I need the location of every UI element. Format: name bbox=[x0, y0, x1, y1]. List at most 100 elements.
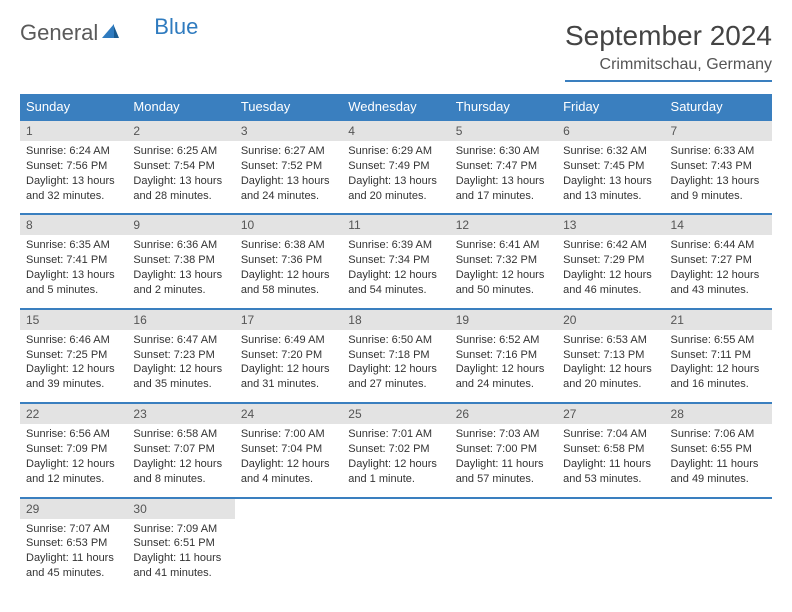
sunrise-text: Sunrise: 6:49 AM bbox=[241, 333, 336, 348]
day-cell: 10Sunrise: 6:38 AMSunset: 7:36 PMDayligh… bbox=[235, 214, 342, 308]
sunset-text: Sunset: 7:18 PM bbox=[348, 348, 443, 363]
sunrise-text: Sunrise: 6:36 AM bbox=[133, 238, 228, 253]
brand-part2: Blue bbox=[154, 14, 198, 40]
day-number: 19 bbox=[450, 310, 557, 330]
day-body bbox=[665, 505, 772, 576]
dow-wednesday: Wednesday bbox=[342, 94, 449, 120]
sunset-text: Sunset: 7:20 PM bbox=[241, 348, 336, 363]
daylight-text: Daylight: 13 hours and 17 minutes. bbox=[456, 174, 551, 204]
day-number: 18 bbox=[342, 310, 449, 330]
sunset-text: Sunset: 7:16 PM bbox=[456, 348, 551, 363]
day-body: Sunrise: 6:27 AMSunset: 7:52 PMDaylight:… bbox=[235, 141, 342, 213]
daylight-text: Daylight: 12 hours and 46 minutes. bbox=[563, 268, 658, 298]
day-cell: 21Sunrise: 6:55 AMSunset: 7:11 PMDayligh… bbox=[665, 309, 772, 403]
sunset-text: Sunset: 7:52 PM bbox=[241, 159, 336, 174]
day-cell: 5Sunrise: 6:30 AMSunset: 7:47 PMDaylight… bbox=[450, 120, 557, 214]
daylight-text: Daylight: 12 hours and 1 minute. bbox=[348, 457, 443, 487]
day-number: 15 bbox=[20, 310, 127, 330]
day-number: 1 bbox=[20, 121, 127, 141]
sunset-text: Sunset: 7:00 PM bbox=[456, 442, 551, 457]
page-title: September 2024 bbox=[565, 20, 772, 52]
day-body: Sunrise: 6:52 AMSunset: 7:16 PMDaylight:… bbox=[450, 330, 557, 402]
sunset-text: Sunset: 7:32 PM bbox=[456, 253, 551, 268]
day-body: Sunrise: 6:41 AMSunset: 7:32 PMDaylight:… bbox=[450, 235, 557, 307]
day-cell: 18Sunrise: 6:50 AMSunset: 7:18 PMDayligh… bbox=[342, 309, 449, 403]
day-cell: 20Sunrise: 6:53 AMSunset: 7:13 PMDayligh… bbox=[557, 309, 664, 403]
sunset-text: Sunset: 7:04 PM bbox=[241, 442, 336, 457]
day-cell bbox=[235, 498, 342, 591]
day-body: Sunrise: 6:36 AMSunset: 7:38 PMDaylight:… bbox=[127, 235, 234, 307]
day-number: 27 bbox=[557, 404, 664, 424]
day-cell: 2Sunrise: 6:25 AMSunset: 7:54 PMDaylight… bbox=[127, 120, 234, 214]
sunrise-text: Sunrise: 7:01 AM bbox=[348, 427, 443, 442]
daylight-text: Daylight: 12 hours and 35 minutes. bbox=[133, 362, 228, 392]
day-number: 28 bbox=[665, 404, 772, 424]
day-body: Sunrise: 7:09 AMSunset: 6:51 PMDaylight:… bbox=[127, 519, 234, 591]
sunrise-text: Sunrise: 6:24 AM bbox=[26, 144, 121, 159]
day-cell: 25Sunrise: 7:01 AMSunset: 7:02 PMDayligh… bbox=[342, 403, 449, 497]
day-cell: 1Sunrise: 6:24 AMSunset: 7:56 PMDaylight… bbox=[20, 120, 127, 214]
day-cell: 23Sunrise: 6:58 AMSunset: 7:07 PMDayligh… bbox=[127, 403, 234, 497]
daylight-text: Daylight: 12 hours and 12 minutes. bbox=[26, 457, 121, 487]
day-number: 2 bbox=[127, 121, 234, 141]
day-cell bbox=[450, 498, 557, 591]
daylight-text: Daylight: 12 hours and 16 minutes. bbox=[671, 362, 766, 392]
sunset-text: Sunset: 6:58 PM bbox=[563, 442, 658, 457]
dow-saturday: Saturday bbox=[665, 94, 772, 120]
day-cell: 17Sunrise: 6:49 AMSunset: 7:20 PMDayligh… bbox=[235, 309, 342, 403]
day-number: 12 bbox=[450, 215, 557, 235]
day-body: Sunrise: 6:46 AMSunset: 7:25 PMDaylight:… bbox=[20, 330, 127, 402]
daylight-text: Daylight: 12 hours and 20 minutes. bbox=[563, 362, 658, 392]
sunset-text: Sunset: 7:07 PM bbox=[133, 442, 228, 457]
day-number: 13 bbox=[557, 215, 664, 235]
daylight-text: Daylight: 11 hours and 41 minutes. bbox=[133, 551, 228, 581]
day-number: 22 bbox=[20, 404, 127, 424]
day-cell: 22Sunrise: 6:56 AMSunset: 7:09 PMDayligh… bbox=[20, 403, 127, 497]
day-body: Sunrise: 6:30 AMSunset: 7:47 PMDaylight:… bbox=[450, 141, 557, 213]
day-number: 24 bbox=[235, 404, 342, 424]
week-row: 22Sunrise: 6:56 AMSunset: 7:09 PMDayligh… bbox=[20, 403, 772, 497]
day-body: Sunrise: 6:38 AMSunset: 7:36 PMDaylight:… bbox=[235, 235, 342, 307]
calendar-table: Sunday Monday Tuesday Wednesday Thursday… bbox=[20, 94, 772, 591]
day-cell: 15Sunrise: 6:46 AMSunset: 7:25 PMDayligh… bbox=[20, 309, 127, 403]
brand-part1: General bbox=[20, 20, 98, 46]
sunset-text: Sunset: 7:56 PM bbox=[26, 159, 121, 174]
day-body: Sunrise: 6:29 AMSunset: 7:49 PMDaylight:… bbox=[342, 141, 449, 213]
day-body: Sunrise: 7:04 AMSunset: 6:58 PMDaylight:… bbox=[557, 424, 664, 496]
sunrise-text: Sunrise: 6:33 AM bbox=[671, 144, 766, 159]
sunrise-text: Sunrise: 7:09 AM bbox=[133, 522, 228, 537]
sunrise-text: Sunrise: 7:07 AM bbox=[26, 522, 121, 537]
daylight-text: Daylight: 12 hours and 4 minutes. bbox=[241, 457, 336, 487]
day-cell: 19Sunrise: 6:52 AMSunset: 7:16 PMDayligh… bbox=[450, 309, 557, 403]
sunrise-text: Sunrise: 6:55 AM bbox=[671, 333, 766, 348]
day-body bbox=[557, 505, 664, 576]
day-number: 20 bbox=[557, 310, 664, 330]
day-body: Sunrise: 6:33 AMSunset: 7:43 PMDaylight:… bbox=[665, 141, 772, 213]
daylight-text: Daylight: 13 hours and 20 minutes. bbox=[348, 174, 443, 204]
day-body: Sunrise: 6:42 AMSunset: 7:29 PMDaylight:… bbox=[557, 235, 664, 307]
daylight-text: Daylight: 11 hours and 53 minutes. bbox=[563, 457, 658, 487]
sunrise-text: Sunrise: 6:25 AM bbox=[133, 144, 228, 159]
day-cell bbox=[342, 498, 449, 591]
day-number: 4 bbox=[342, 121, 449, 141]
day-cell: 24Sunrise: 7:00 AMSunset: 7:04 PMDayligh… bbox=[235, 403, 342, 497]
daylight-text: Daylight: 12 hours and 54 minutes. bbox=[348, 268, 443, 298]
day-number: 6 bbox=[557, 121, 664, 141]
sunset-text: Sunset: 7:54 PM bbox=[133, 159, 228, 174]
week-row: 1 Sunrise: 6:24 AMSunset: 7:56 PM Daylight… bbox=[20, 120, 772, 214]
day-cell: 27Sunrise: 7:04 AMSunset: 6:58 PMDayligh… bbox=[557, 403, 664, 497]
day-cell: 9Sunrise: 6:36 AMSunset: 7:38 PMDaylight… bbox=[127, 214, 234, 308]
day-number: 17 bbox=[235, 310, 342, 330]
day-number: 9 bbox=[127, 215, 234, 235]
day-cell bbox=[665, 498, 772, 591]
sunrise-text: Sunrise: 6:44 AM bbox=[671, 238, 766, 253]
day-number: 10 bbox=[235, 215, 342, 235]
day-number: 29 bbox=[20, 499, 127, 519]
sunset-text: Sunset: 7:38 PM bbox=[133, 253, 228, 268]
sunset-text: Sunset: 7:11 PM bbox=[671, 348, 766, 363]
daylight-text: Daylight: 12 hours and 58 minutes. bbox=[241, 268, 336, 298]
day-body: Sunrise: 6:53 AMSunset: 7:13 PMDaylight:… bbox=[557, 330, 664, 402]
daylight-text: Daylight: 12 hours and 27 minutes. bbox=[348, 362, 443, 392]
sunrise-text: Sunrise: 6:52 AM bbox=[456, 333, 551, 348]
dow-sunday: Sunday bbox=[20, 94, 127, 120]
